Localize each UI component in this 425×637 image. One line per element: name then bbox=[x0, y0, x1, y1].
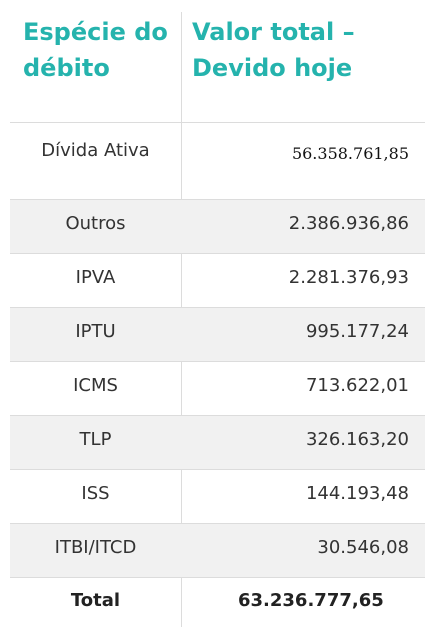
table-row: TLP 326.163,20 bbox=[10, 415, 425, 469]
row-label: IPTU bbox=[75, 321, 116, 342]
total-label: Total bbox=[70, 590, 121, 611]
total-row: Total 63.236.777,65 bbox=[10, 577, 425, 628]
row-value: 2.386.936,86 bbox=[288, 213, 409, 234]
row-label: ITBI/ITCD bbox=[54, 537, 137, 558]
row-label: TLP bbox=[79, 429, 112, 450]
table-row: ITBI/ITCD 30.546,08 bbox=[10, 523, 425, 577]
debt-table: Espécie do débito Valor total – Devido h… bbox=[10, 0, 425, 637]
row-label: IPVA bbox=[75, 267, 116, 288]
row-value: 30.546,08 bbox=[317, 537, 409, 558]
table-row: IPVA 2.281.376,93 bbox=[10, 253, 425, 307]
table-row: ISS 144.193,48 bbox=[10, 469, 425, 523]
header-valor-total: Valor total – Devido hoje bbox=[192, 18, 355, 82]
table-row: ICMS 713.622,01 bbox=[10, 361, 425, 415]
row-label: Dívida Ativa bbox=[41, 140, 150, 161]
total-value: 63.236.777,65 bbox=[238, 590, 384, 611]
row-label: ICMS bbox=[73, 375, 118, 396]
table-row: IPTU 995.177,24 bbox=[10, 307, 425, 361]
row-value: 326.163,20 bbox=[305, 429, 409, 450]
row-value: 56.358.761,85 bbox=[291, 144, 409, 163]
row-label: Outros bbox=[65, 213, 126, 234]
row-value: 144.193,48 bbox=[305, 483, 409, 504]
header-especie-do-debito: Espécie do débito bbox=[23, 18, 168, 82]
table-row: Outros 2.386.936,86 bbox=[10, 199, 425, 253]
row-label: ISS bbox=[81, 483, 110, 504]
table-row: Dívida Ativa 56.358.761,85 bbox=[10, 122, 425, 199]
row-value: 2.281.376,93 bbox=[288, 267, 409, 288]
row-value: 995.177,24 bbox=[305, 321, 409, 342]
row-value: 713.622,01 bbox=[305, 375, 409, 396]
